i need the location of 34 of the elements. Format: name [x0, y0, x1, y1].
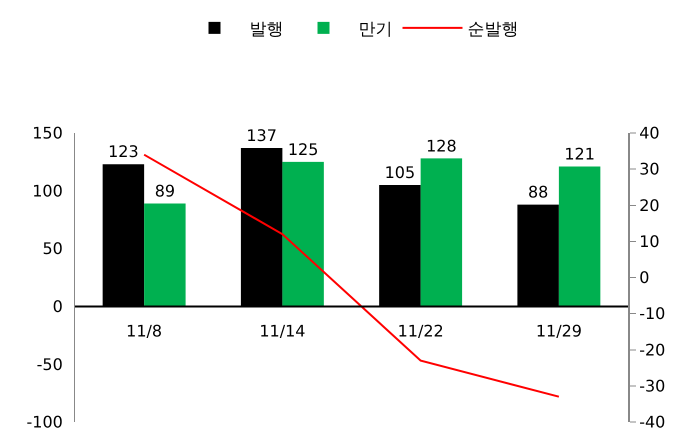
y2-tick-label: -10 [639, 304, 666, 324]
data-label: 125 [288, 140, 318, 159]
y2-tick-label: 20 [639, 196, 660, 215]
x-tick-label: 11/8 [126, 321, 162, 340]
data-label: 123 [108, 142, 139, 162]
y2-tick-label: 0 [639, 268, 650, 288]
legend-label: 발행 [250, 19, 284, 40]
y-tick-label: 0 [52, 297, 63, 316]
x-tick-label: 11/14 [259, 321, 306, 340]
data-label: 105 [384, 163, 416, 182]
y2-tick-label: -20 [639, 340, 666, 360]
x-tick-label: 11/29 [536, 321, 582, 340]
data-label: 89 [154, 182, 176, 201]
data-label: 88 [528, 182, 548, 202]
y-tick-label: 50 [42, 239, 63, 258]
x-tick-label: 11/22 [398, 321, 444, 340]
bar [420, 158, 462, 306]
y2-tick-label: -30 [639, 376, 666, 396]
y-tick-label: -50 [36, 354, 63, 374]
y2-tick-label: -40 [639, 412, 666, 432]
bar [282, 162, 324, 306]
data-label: 128 [426, 136, 457, 156]
y-tick-label: -100 [26, 412, 63, 432]
bar [144, 204, 186, 306]
data-label: 121 [564, 144, 595, 164]
y2-tick-label: 30 [639, 160, 660, 179]
y-tick-label: 150 [32, 124, 63, 143]
y-tick-label: 100 [32, 181, 63, 200]
data-label: 137 [246, 126, 277, 146]
y2-tick-label: 10 [639, 232, 660, 251]
legend-label: 순발행 [468, 19, 518, 40]
bar [558, 166, 600, 306]
legend-label: 만기 [358, 19, 392, 40]
y2-tick-label: 40 [639, 124, 660, 143]
